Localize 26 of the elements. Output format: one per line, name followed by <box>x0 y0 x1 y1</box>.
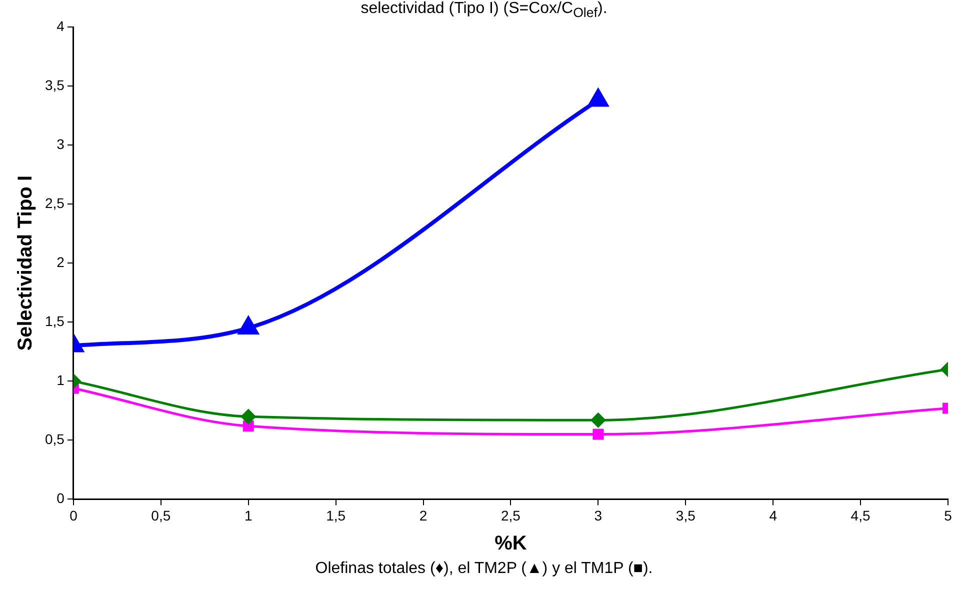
y-axis-title: Selectividad Tipo I <box>14 175 37 351</box>
x-tick-label: 3,5 <box>676 507 696 524</box>
x-tick-label: 4,5 <box>850 507 870 524</box>
y-tick-label: 0,5 <box>44 431 65 448</box>
y-tick-label: 0 <box>56 490 65 506</box>
x-tick-label: 0 <box>70 507 78 524</box>
y-tick-label: 3,5 <box>44 76 65 93</box>
y-tick-label: 1 <box>56 372 65 388</box>
x-axis-title: %K <box>494 532 528 555</box>
x-tick-label: 2,5 <box>500 507 521 524</box>
x-tick-label: 3 <box>594 507 602 524</box>
point <box>238 317 258 335</box>
x-tick-label: 4 <box>769 507 778 524</box>
point <box>588 89 608 107</box>
y-tick-label: 2 <box>56 254 65 270</box>
x-tick-label: 1,5 <box>326 507 346 524</box>
y-tick-label: 1,5 <box>44 312 65 329</box>
text: Olefinas totales (♦), el TM2P (▲) y el TM1P (■). <box>314 560 654 578</box>
x-tick-label: 1 <box>244 507 252 524</box>
chart-title: selectividad (Tipo I) (S=Cox/C$_{Olef}$). <box>360 0 608 20</box>
y-tick-label: 2,5 <box>44 194 65 211</box>
x-tick-label: 0,5 <box>151 507 171 524</box>
x-tick-label: 2 <box>419 507 428 524</box>
y-tick-label: 3 <box>56 136 65 152</box>
x-tick-label: 5 <box>944 507 952 524</box>
y-tick-label: 4 <box>56 18 65 34</box>
